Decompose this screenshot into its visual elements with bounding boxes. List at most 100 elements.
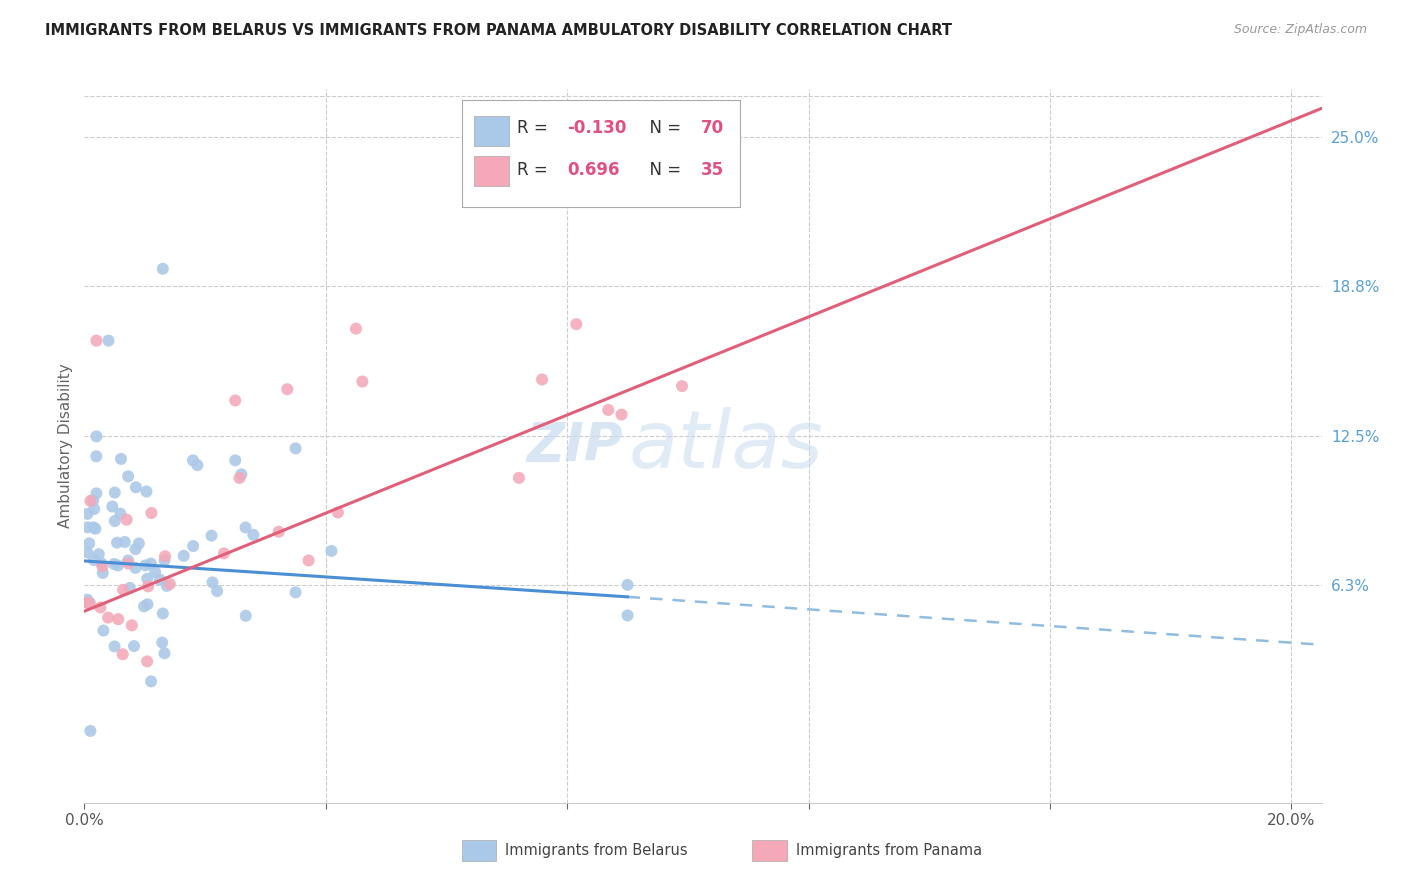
Point [117, 553, 139, 567]
Y-axis label: Ambulatory Disability: Ambulatory Disability [58, 364, 73, 528]
Point [610, 190, 633, 204]
Text: Source: ZipAtlas.com: Source: ZipAtlas.com [1233, 23, 1367, 37]
Text: R =: R = [517, 120, 554, 137]
Point [125, 480, 148, 494]
Point [87, 547, 110, 561]
Point [83, 502, 105, 516]
Point [104, 514, 127, 528]
Point [82, 520, 104, 534]
Point [128, 536, 150, 550]
Text: IMMIGRANTS FROM BELARUS VS IMMIGRANTS FROM PANAMA AMBULATORY DISABILITY CORRELAT: IMMIGRANTS FROM BELARUS VS IMMIGRANTS FR… [45, 23, 952, 38]
Point [110, 507, 132, 521]
Point [111, 648, 134, 662]
Text: 70: 70 [700, 120, 724, 137]
Point [112, 582, 135, 597]
Point [224, 453, 246, 467]
Point [152, 607, 174, 621]
Point [135, 484, 157, 499]
Point [344, 321, 367, 335]
Point [201, 575, 224, 590]
Point [205, 584, 228, 599]
Point [134, 558, 156, 573]
Point [159, 577, 181, 591]
Point [616, 608, 638, 623]
FancyBboxPatch shape [752, 840, 787, 862]
Point [110, 451, 132, 466]
Point [97, 610, 120, 624]
Point [143, 565, 166, 579]
Point [103, 557, 125, 571]
Point [105, 535, 128, 549]
Point [93, 624, 115, 638]
Point [117, 469, 139, 483]
Point [79, 596, 101, 610]
Point [124, 542, 146, 557]
Point [153, 646, 176, 660]
Point [84, 522, 107, 536]
Point [186, 458, 208, 472]
Point [90, 557, 112, 571]
Point [152, 261, 174, 276]
Point [84, 450, 107, 464]
Point [150, 635, 173, 649]
Point [156, 579, 179, 593]
Point [149, 573, 172, 587]
Point [76, 520, 98, 534]
Point [121, 618, 143, 632]
Point [132, 599, 155, 614]
Point [352, 375, 374, 389]
Point [565, 317, 588, 331]
Text: ZIP: ZIP [526, 420, 623, 472]
Point [284, 585, 307, 599]
Point [79, 494, 101, 508]
Text: Immigrants from Panama: Immigrants from Panama [796, 843, 981, 858]
Point [181, 539, 204, 553]
Point [117, 557, 139, 571]
Point [321, 544, 343, 558]
Point [86, 334, 108, 348]
Point [153, 549, 176, 564]
Text: atlas: atlas [628, 407, 824, 485]
Point [118, 581, 141, 595]
Point [107, 612, 129, 626]
Point [671, 379, 693, 393]
Point [153, 553, 176, 567]
Point [77, 536, 100, 550]
FancyBboxPatch shape [461, 840, 496, 862]
Point [107, 558, 129, 573]
Point [139, 674, 162, 689]
Point [76, 545, 98, 559]
Text: 35: 35 [700, 161, 724, 178]
Point [235, 520, 257, 534]
Point [231, 467, 253, 482]
Point [508, 166, 530, 180]
Point [77, 597, 100, 611]
Text: -0.130: -0.130 [567, 120, 626, 137]
Point [276, 382, 298, 396]
Point [267, 524, 290, 539]
Point [136, 654, 159, 668]
FancyBboxPatch shape [474, 155, 509, 186]
Point [91, 559, 114, 574]
Point [181, 453, 204, 467]
Text: N =: N = [638, 120, 686, 137]
Point [610, 408, 633, 422]
Point [173, 549, 195, 563]
Text: R =: R = [517, 161, 558, 178]
Point [89, 600, 111, 615]
Point [136, 597, 159, 611]
Point [141, 506, 163, 520]
Point [83, 553, 105, 567]
Text: 0.696: 0.696 [567, 161, 620, 178]
Point [103, 640, 125, 654]
Point [79, 723, 101, 738]
Point [616, 578, 638, 592]
Point [508, 471, 530, 485]
Point [212, 546, 235, 560]
FancyBboxPatch shape [461, 100, 740, 207]
Point [104, 485, 127, 500]
Point [235, 608, 257, 623]
Point [136, 572, 159, 586]
Point [86, 486, 108, 500]
Point [122, 639, 145, 653]
